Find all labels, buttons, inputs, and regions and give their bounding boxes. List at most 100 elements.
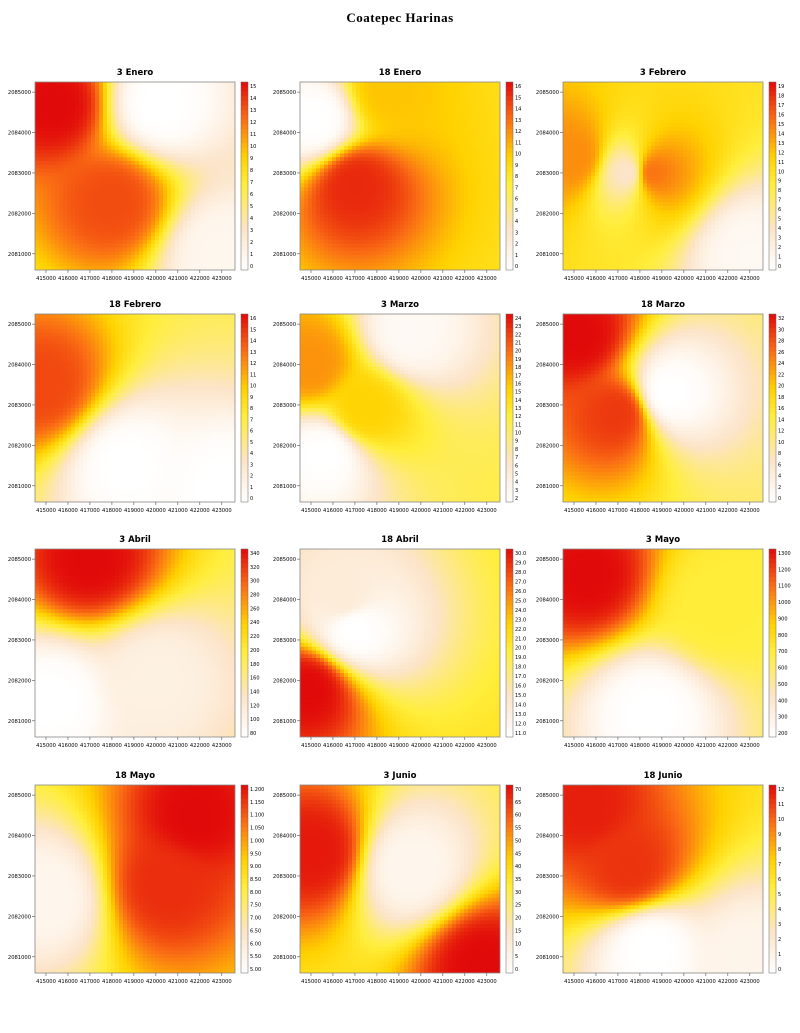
colorbar-label: 2 bbox=[250, 240, 253, 246]
heatmap-cell bbox=[408, 149, 413, 155]
heatmap-cell bbox=[231, 232, 235, 237]
heatmap-cell bbox=[87, 224, 92, 230]
heatmap-cell bbox=[87, 183, 92, 188]
heatmap-cell bbox=[364, 100, 369, 106]
heatmap-cell bbox=[300, 108, 305, 113]
heatmap-cell bbox=[107, 134, 112, 139]
heatmap-cell bbox=[404, 164, 409, 170]
heatmap-cell bbox=[67, 202, 72, 207]
heatmap-cell bbox=[368, 258, 373, 264]
heatmap-cell bbox=[436, 149, 441, 155]
heatmap-cell bbox=[408, 266, 413, 270]
heatmap-cell bbox=[364, 115, 369, 121]
heatmap-cell bbox=[408, 172, 413, 177]
heatmap-cell bbox=[47, 85, 52, 91]
heatmap-cell bbox=[155, 206, 160, 211]
heatmap-cell bbox=[368, 138, 373, 143]
heatmap-cell bbox=[107, 213, 112, 218]
heatmap-cell bbox=[63, 266, 68, 270]
heatmap-cell bbox=[388, 232, 393, 237]
heatmap-cell bbox=[191, 100, 196, 106]
heatmap-cell bbox=[55, 138, 60, 143]
heatmap-cell bbox=[364, 262, 369, 267]
heatmap-cell bbox=[107, 206, 112, 211]
heatmap-cell bbox=[179, 194, 184, 200]
heatmap-cell bbox=[316, 206, 321, 211]
heatmap-cell bbox=[107, 168, 112, 173]
heatmap-cell bbox=[179, 213, 184, 218]
heatmap-cell bbox=[440, 85, 445, 91]
heatmap-cell bbox=[328, 183, 333, 188]
heatmap-cell bbox=[55, 119, 60, 124]
heatmap-cell bbox=[131, 224, 136, 230]
heatmap-cell bbox=[43, 142, 48, 147]
heatmap-cell bbox=[440, 127, 445, 132]
heatmap-cell bbox=[440, 221, 445, 226]
heatmap-cell bbox=[472, 224, 477, 230]
heatmap-cell bbox=[91, 206, 96, 211]
heatmap-cell bbox=[428, 262, 433, 267]
heatmap-cell bbox=[179, 191, 184, 196]
heatmap-cell bbox=[67, 127, 72, 132]
heatmap-cell bbox=[468, 172, 473, 177]
heatmap-cell bbox=[352, 164, 357, 170]
heatmap-cell bbox=[416, 149, 421, 155]
heatmap-cell bbox=[139, 187, 144, 192]
heatmap-cell bbox=[79, 251, 84, 256]
heatmap-cell bbox=[408, 176, 413, 181]
heatmap-cell bbox=[167, 104, 172, 109]
heatmap-cell bbox=[139, 149, 144, 155]
heatmap-cell bbox=[300, 254, 305, 260]
heatmap-cell bbox=[340, 172, 345, 177]
heatmap-cell bbox=[199, 112, 204, 117]
heatmap-cell bbox=[432, 209, 437, 215]
heatmap-cell bbox=[448, 206, 453, 211]
heatmap-cell bbox=[368, 142, 373, 147]
heatmap-cell bbox=[203, 221, 208, 226]
heatmap-cell bbox=[163, 112, 168, 117]
heatmap-cell bbox=[468, 239, 473, 245]
heatmap-cell bbox=[440, 97, 445, 102]
heatmap-cell bbox=[432, 82, 437, 87]
heatmap-cell bbox=[95, 123, 100, 128]
heatmap-cell bbox=[364, 142, 369, 147]
heatmap-cell bbox=[452, 145, 457, 151]
heatmap-cell bbox=[372, 85, 377, 91]
heatmap-cell bbox=[340, 115, 345, 121]
heatmap-cell bbox=[199, 236, 204, 241]
heatmap-cell bbox=[352, 239, 357, 245]
heatmap-cell bbox=[452, 157, 457, 162]
heatmap-cell bbox=[79, 134, 84, 139]
heatmap-cell bbox=[352, 247, 357, 252]
heatmap-cell bbox=[360, 251, 365, 256]
heatmap-cell bbox=[388, 123, 393, 128]
heatmap-cell bbox=[304, 209, 309, 215]
heatmap-cell bbox=[231, 127, 235, 132]
heatmap-cell bbox=[83, 202, 88, 207]
heatmap-cell bbox=[159, 213, 164, 218]
heatmap-cell bbox=[47, 149, 52, 155]
heatmap-cell bbox=[39, 100, 44, 106]
heatmap-cell bbox=[131, 153, 136, 158]
heatmap-cell bbox=[167, 243, 172, 249]
heatmap-cell bbox=[336, 130, 341, 136]
heatmap-cell bbox=[183, 127, 188, 132]
heatmap-cell bbox=[183, 104, 188, 109]
heatmap-cell bbox=[360, 115, 365, 121]
heatmap-cell bbox=[87, 138, 92, 143]
heatmap-cell bbox=[488, 194, 493, 200]
heatmap-cell bbox=[388, 187, 393, 192]
heatmap-cell bbox=[135, 127, 140, 132]
heatmap-cell bbox=[207, 85, 212, 91]
heatmap-cell bbox=[179, 93, 184, 98]
heatmap-cell bbox=[428, 221, 433, 226]
heatmap-cell bbox=[43, 206, 48, 211]
heatmap-cell bbox=[199, 127, 204, 132]
heatmap-cell bbox=[131, 236, 136, 241]
heatmap-cell bbox=[143, 123, 148, 128]
heatmap-cell bbox=[340, 187, 345, 192]
heatmap-cell bbox=[468, 168, 473, 173]
heatmap-cell bbox=[448, 262, 453, 267]
heatmap-cell bbox=[324, 251, 329, 256]
heatmap-cell bbox=[368, 112, 373, 117]
